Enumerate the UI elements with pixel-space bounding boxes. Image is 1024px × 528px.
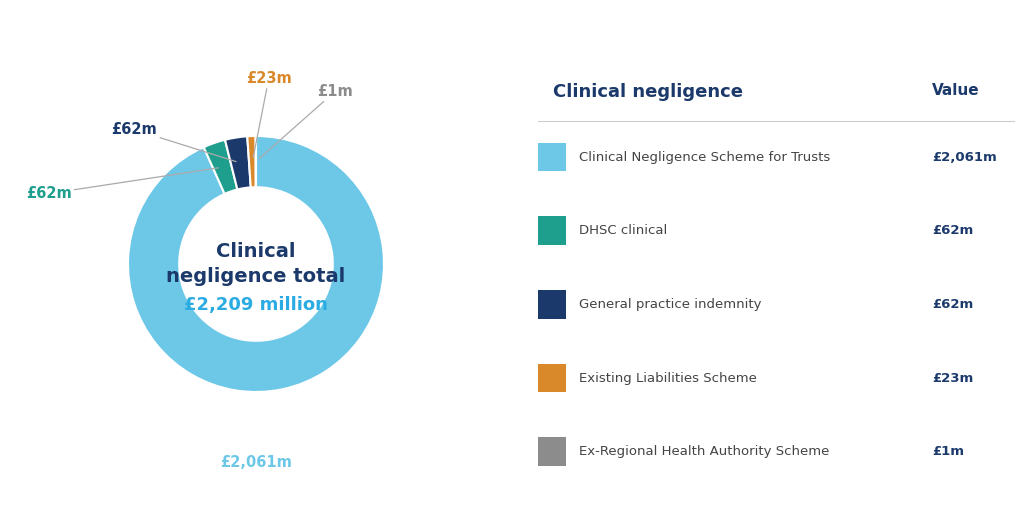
Text: £62m: £62m: [932, 224, 973, 237]
Text: DHSC clinical: DHSC clinical: [579, 224, 667, 237]
Text: £2,209 million: £2,209 million: [184, 296, 328, 314]
Wedge shape: [247, 136, 256, 187]
Text: £62m: £62m: [932, 298, 973, 311]
Text: Clinical negligence: Clinical negligence: [553, 83, 743, 101]
Text: Clinical Negligence Scheme for Trusts: Clinical Negligence Scheme for Trusts: [579, 150, 829, 164]
Text: £62m: £62m: [112, 122, 237, 162]
Text: £23m: £23m: [932, 372, 973, 384]
FancyBboxPatch shape: [538, 216, 565, 245]
Text: £2,061m: £2,061m: [220, 455, 292, 470]
Text: £1m: £1m: [932, 445, 964, 458]
Wedge shape: [128, 136, 384, 392]
Text: negligence total: negligence total: [166, 267, 346, 286]
Text: Ex-Regional Health Authority Scheme: Ex-Regional Health Authority Scheme: [579, 445, 829, 458]
Text: £2,061m: £2,061m: [932, 150, 996, 164]
Wedge shape: [204, 140, 238, 194]
Text: £23m: £23m: [246, 71, 292, 157]
Text: £62m: £62m: [26, 168, 218, 201]
Text: £1m: £1m: [259, 84, 353, 159]
FancyBboxPatch shape: [538, 143, 565, 171]
FancyBboxPatch shape: [538, 290, 565, 318]
Text: General practice indemnity: General practice indemnity: [579, 298, 761, 311]
FancyBboxPatch shape: [538, 364, 565, 392]
Text: Value: Value: [932, 83, 980, 98]
Text: Existing Liabilities Scheme: Existing Liabilities Scheme: [579, 372, 757, 384]
Text: Clinical: Clinical: [216, 242, 296, 261]
FancyBboxPatch shape: [538, 437, 565, 466]
Wedge shape: [225, 136, 251, 190]
